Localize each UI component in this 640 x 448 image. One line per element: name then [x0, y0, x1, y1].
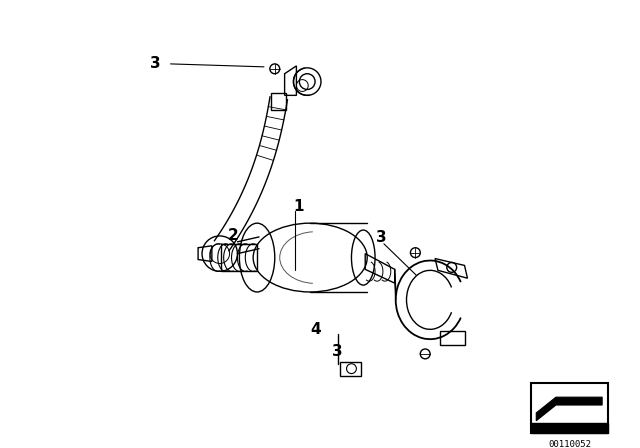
Text: 2: 2	[228, 228, 239, 243]
Text: 1: 1	[293, 199, 303, 214]
Text: 3: 3	[150, 56, 160, 71]
Polygon shape	[531, 423, 608, 433]
Text: 3: 3	[376, 230, 387, 246]
Polygon shape	[536, 397, 602, 421]
Text: 4: 4	[311, 322, 321, 337]
Text: 3: 3	[332, 345, 343, 359]
Text: 00110052: 00110052	[548, 440, 591, 448]
